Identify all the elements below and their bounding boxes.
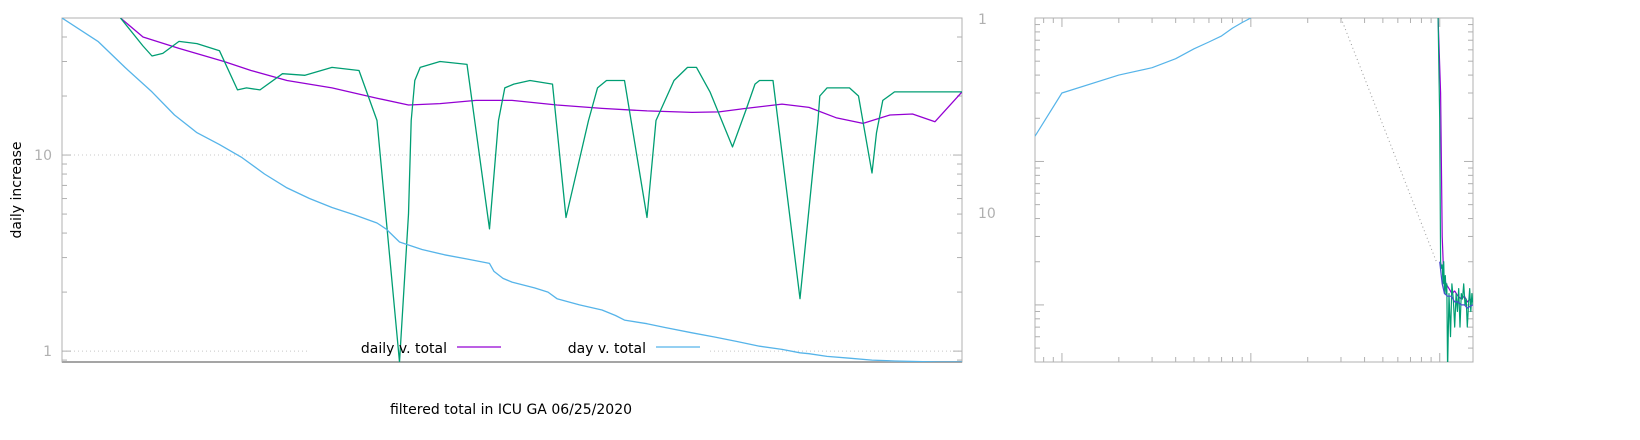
legend-label: daily v. total: [361, 341, 447, 357]
y-tick-label: 10: [34, 148, 52, 164]
legend: daily v. total day v. total: [361, 341, 700, 357]
inset-series-line-1: [1437, 18, 1473, 303]
main-labels: 1 10: [34, 148, 52, 360]
y-axis-title: daily increase: [9, 142, 25, 239]
inset-series-line-4: [1340, 18, 1437, 262]
inset-plot-frame: [1034, 17, 1474, 363]
inset-ticks: [1035, 17, 1473, 363]
legend-background: [310, 335, 710, 357]
x-axis-title: filtered total in ICU GA 06/25/2020: [390, 402, 632, 418]
main-series: [62, 18, 962, 362]
inset-series-line-0: [1035, 18, 1252, 137]
series-line-2: [62, 18, 962, 362]
inset-series: [1035, 18, 1473, 362]
inset-series-line-3: [1439, 261, 1473, 309]
right-axis: 1 10: [978, 12, 996, 222]
main-plot-frame: [61, 17, 963, 363]
right-tick-label: 1: [978, 12, 987, 28]
series-line-1: [119, 18, 962, 362]
series-line-0: [120, 18, 962, 125]
main-grid: [62, 154, 962, 357]
legend-label: day v. total: [568, 341, 646, 357]
y-tick-label: 1: [43, 344, 52, 360]
inset-series-line-2: [1437, 18, 1473, 362]
right-tick-label: 10: [978, 206, 996, 222]
main-ticks: [62, 17, 962, 363]
